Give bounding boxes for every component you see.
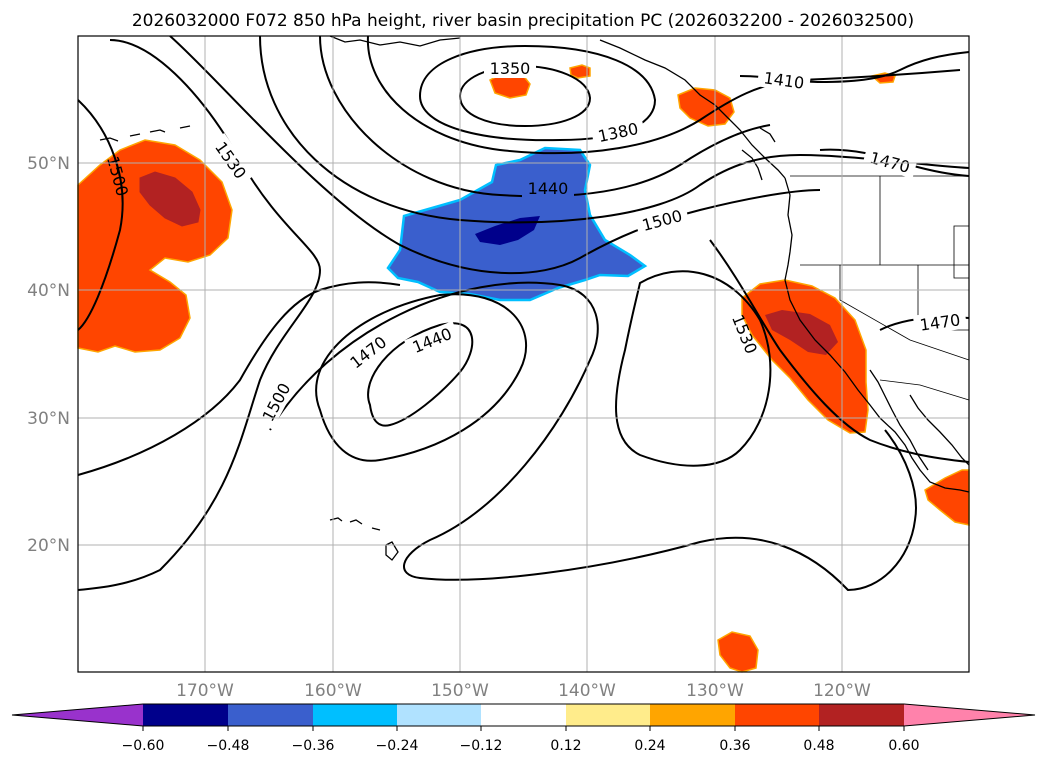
colorbar-over-arrow xyxy=(904,704,1035,726)
latitude-labels: 50°N 40°N 30°N 20°N xyxy=(27,154,70,556)
shade-california-dark xyxy=(765,310,838,355)
colorbar-segment xyxy=(819,704,904,726)
colorbar-segment xyxy=(313,704,397,726)
contour-1500-north xyxy=(169,35,821,275)
contour-1500-west xyxy=(77,99,124,331)
lon-label: 160°W xyxy=(304,681,362,701)
precip-shading xyxy=(77,64,970,673)
contour-1440-south xyxy=(367,322,474,427)
colorbar-tick-label: 0.60 xyxy=(888,738,919,754)
colorbar-segment xyxy=(735,704,819,726)
map-frame xyxy=(77,35,970,673)
colorbar: −0.60 −0.48 −0.36 −0.24 −0.12 0.12 0.24 … xyxy=(11,703,1036,754)
label-bg xyxy=(522,178,574,198)
coast-north-america xyxy=(784,177,970,493)
colorbar-segment xyxy=(481,704,566,726)
colorbar-segment xyxy=(650,704,735,726)
coast-gulf-california xyxy=(909,394,970,466)
colorbar-tick-label: 0.48 xyxy=(803,738,834,754)
map-panel: 1350 1380 1410 1440 1440 1470 1470 1470 … xyxy=(77,35,970,673)
label-bg xyxy=(341,328,395,376)
shade-seak xyxy=(677,87,735,127)
label-bg xyxy=(404,320,460,360)
label-bg xyxy=(484,58,536,78)
lat-label: 50°N xyxy=(27,154,70,174)
map-title: 2026032000 F072 850 hPa height, river ba… xyxy=(132,11,914,31)
contour-1380 xyxy=(418,44,657,142)
colorbar-segment xyxy=(397,704,481,726)
contour-1500-loop xyxy=(269,281,917,592)
longitude-labels: 170°W 160°W 150°W 140°W 130°W 120°W xyxy=(176,681,871,701)
label-bg xyxy=(590,116,646,148)
label-bg xyxy=(862,145,918,179)
shade-west-dark xyxy=(139,171,201,227)
coast-hawaii xyxy=(329,517,399,561)
colorbar-segment xyxy=(228,704,313,726)
colorbar-segment xyxy=(566,704,650,726)
contour-1470-south xyxy=(315,293,527,462)
border-mexico xyxy=(879,379,970,401)
lon-label: 120°W xyxy=(813,681,871,701)
border-states-3 xyxy=(839,265,970,361)
coast-alaska-peninsula xyxy=(329,35,461,47)
label-bg xyxy=(207,132,255,188)
colorbar-tick-label: −0.60 xyxy=(122,738,165,754)
colorbar-under-arrow xyxy=(12,704,143,726)
contour-1410 xyxy=(366,35,961,155)
contour-label: 1350 xyxy=(490,59,531,78)
contour-1500-south xyxy=(77,281,401,476)
contour-1530-east xyxy=(709,239,970,463)
shade-south xyxy=(717,631,759,673)
colorbar-ticks xyxy=(142,726,905,731)
lat-label: 20°N xyxy=(27,536,70,556)
contour-1470-north xyxy=(259,35,970,224)
contour-1530-north xyxy=(77,39,322,591)
colorbar-tick-label: 0.12 xyxy=(550,738,581,754)
label-bg xyxy=(634,203,690,237)
lat-label: 30°N xyxy=(27,409,70,429)
lat-label: 40°N xyxy=(27,281,70,301)
lon-label: 130°W xyxy=(686,681,744,701)
colorbar-tick-label: −0.24 xyxy=(376,738,419,754)
contour-1500-southeast xyxy=(614,270,772,467)
label-bg xyxy=(254,374,298,430)
lon-label: 140°W xyxy=(558,681,616,701)
lon-label: 150°W xyxy=(431,681,489,701)
colorbar-tick-label: −0.12 xyxy=(460,738,503,754)
lon-label: 170°W xyxy=(176,681,234,701)
label-bg xyxy=(912,308,968,336)
contour-label: 1440 xyxy=(528,179,569,198)
shade-west-positive xyxy=(77,139,233,353)
colorbar-tick-label: −0.48 xyxy=(207,738,250,754)
gridlines xyxy=(78,36,969,672)
shade-goa-small-2 xyxy=(569,64,591,79)
coast-aleutians xyxy=(99,125,191,142)
colorbar-tick-label: 0.24 xyxy=(634,738,665,754)
label-bg xyxy=(756,66,812,94)
colorbar-segment xyxy=(143,704,228,726)
colorbar-tick-label: −0.36 xyxy=(292,738,335,754)
colorbar-tick-label: 0.36 xyxy=(719,738,750,754)
